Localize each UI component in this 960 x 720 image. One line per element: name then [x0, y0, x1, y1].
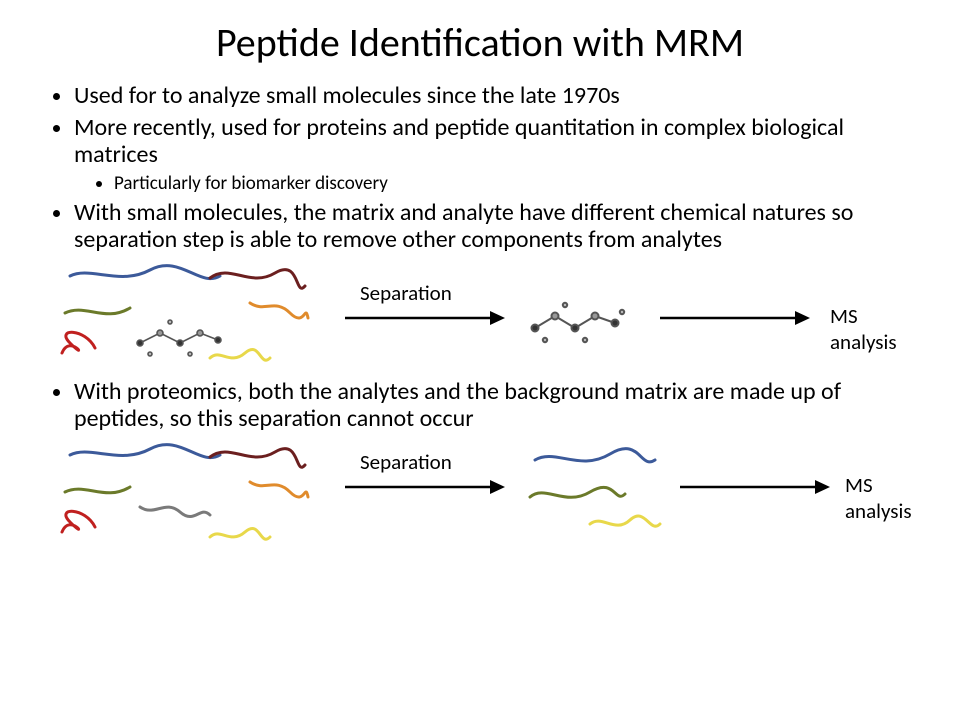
ms-label-1: MS analysis	[830, 303, 920, 355]
bullet-list-2: With proteomics, both the analytes and t…	[40, 378, 920, 433]
mixture-after	[520, 442, 670, 542]
slide: Peptide Identification with MRM Used for…	[0, 0, 960, 720]
bullet-4: With proteomics, both the analytes and t…	[74, 378, 920, 433]
arrow-separation-1	[340, 306, 510, 336]
bullet-1: Used for to analyze small molecules sinc…	[74, 82, 920, 110]
page-title: Peptide Identification with MRM	[40, 18, 920, 67]
isolated-molecule	[520, 288, 640, 358]
ms-label-2: MS analysis	[845, 472, 920, 524]
bullet-2a: Particularly for biomarker discovery	[114, 173, 920, 195]
arrow-ms-1	[655, 306, 815, 336]
mixture-1	[50, 258, 310, 378]
arrow-separation-2	[340, 475, 510, 505]
bullet-list: Used for to analyze small molecules sinc…	[40, 82, 920, 254]
diagram-small-molecules: Separation	[40, 258, 920, 378]
separation-label-2: Separation	[360, 449, 452, 475]
arrow-ms-2	[675, 475, 835, 505]
bullet-2: More recently, used for proteins and pep…	[74, 114, 920, 169]
separation-label-1: Separation	[360, 280, 452, 306]
diagram-proteomics: Separation MS analysis	[40, 437, 920, 557]
bullet-3: With small molecules, the matrix and ana…	[74, 199, 920, 254]
mixture-2	[50, 437, 310, 557]
